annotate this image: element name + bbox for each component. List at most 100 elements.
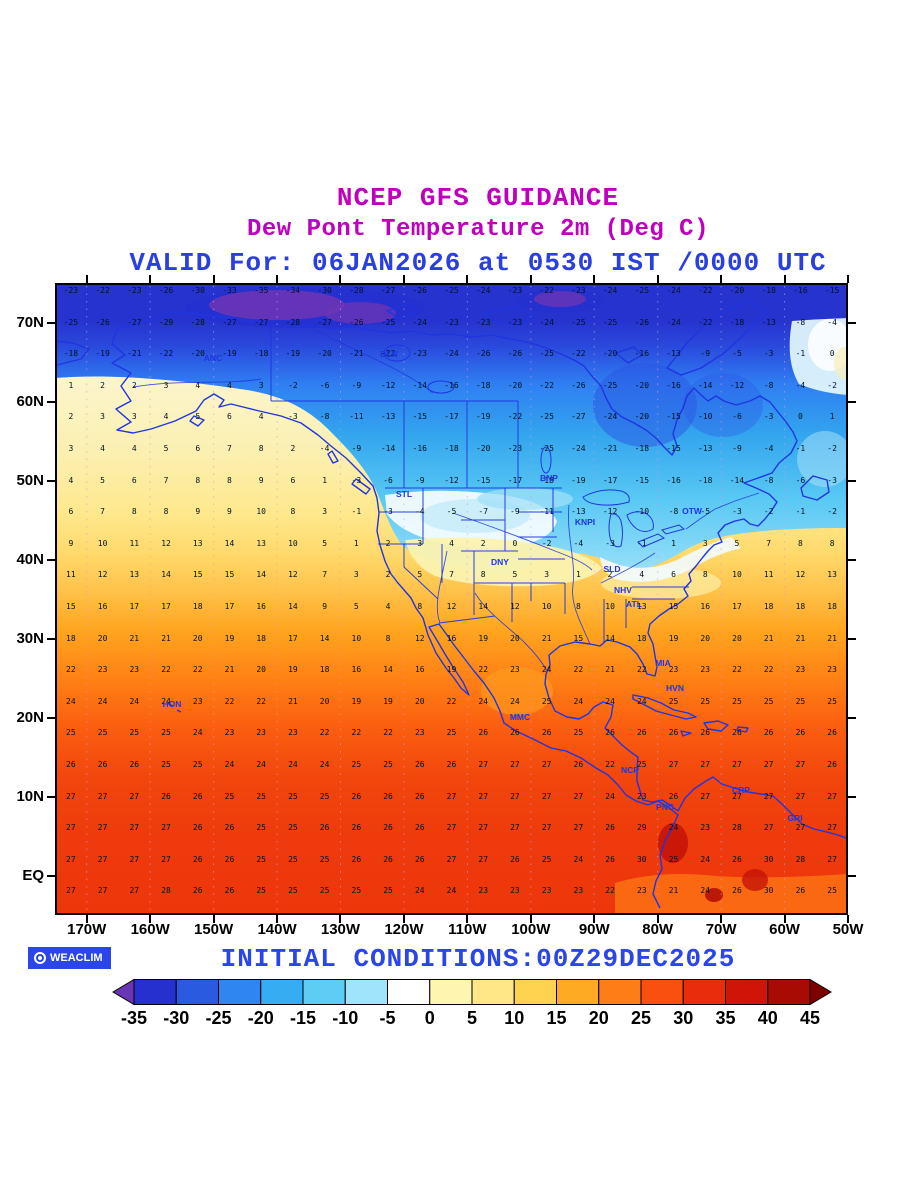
grid-value: -19 xyxy=(95,349,110,359)
grid-value: 26 xyxy=(478,728,489,738)
grid-value: 18 xyxy=(319,665,330,675)
grid-value: 10 xyxy=(351,633,362,643)
lon-tick-label: 60W xyxy=(769,921,800,938)
grid-value: 3 xyxy=(353,570,359,580)
grid-value: 24 xyxy=(668,823,679,833)
grid-value: 10 xyxy=(97,538,108,548)
grid-value: 2 xyxy=(68,412,74,422)
grid-value: -2 xyxy=(827,443,837,453)
grid-value: -22 xyxy=(698,317,713,327)
grid-value: -25 xyxy=(539,349,554,359)
station-label: DLN xyxy=(380,349,398,359)
grid-value: 17 xyxy=(224,601,235,611)
grid-value: -18 xyxy=(539,475,554,485)
hudson-cold-pocket xyxy=(593,363,697,447)
grid-value: 26 xyxy=(827,759,837,769)
grid-value: -8 xyxy=(668,507,679,517)
grid-value: -3 xyxy=(732,507,742,517)
grid-value: 19 xyxy=(668,633,679,643)
grid-value: 19 xyxy=(351,696,362,706)
grid-value: 2 xyxy=(290,443,296,453)
grid-value: -27 xyxy=(127,317,142,327)
lat-tick-label: EQ xyxy=(22,866,44,884)
lon-tick-mark-top xyxy=(529,275,532,283)
grid-value: -23 xyxy=(444,317,459,327)
grid-value: 27 xyxy=(478,791,489,801)
lon-tick-mark-bottom xyxy=(276,915,279,923)
grid-value: 25 xyxy=(763,696,774,706)
grid-value: 13 xyxy=(827,570,837,580)
grid-value: 28 xyxy=(732,823,742,833)
grid-value: -27 xyxy=(571,412,586,422)
grid-value: -14 xyxy=(380,443,396,453)
grid-value: 24 xyxy=(192,728,203,738)
grid-value: 18 xyxy=(192,601,203,611)
colorbar-tick-label: 0 xyxy=(424,1008,435,1028)
grid-value: -26 xyxy=(475,349,491,359)
grid-value: 3 xyxy=(544,570,550,580)
grid-value: 26 xyxy=(605,728,615,738)
lat-tick-mark-right xyxy=(848,716,856,719)
grid-value: 27 xyxy=(510,791,520,801)
grid-value: 25 xyxy=(383,886,393,896)
colorbar-tick-label: 10 xyxy=(504,1008,525,1028)
grid-value: 18 xyxy=(66,633,76,643)
grid-value: 25 xyxy=(288,791,298,801)
grid-value: 18 xyxy=(256,633,266,643)
grid-value: 20 xyxy=(510,633,520,643)
grid-value: 1 xyxy=(353,538,359,548)
lon-tick-mark-bottom xyxy=(720,915,723,923)
grid-value: -23 xyxy=(127,285,142,295)
grid-value: -1 xyxy=(636,538,647,548)
lon-tick-mark-bottom xyxy=(529,915,532,923)
grid-value: 21 xyxy=(795,633,806,643)
grid-value: 20 xyxy=(256,665,266,675)
grid-value: 12 xyxy=(161,538,171,548)
grid-value: -27 xyxy=(380,285,396,295)
grid-value: 24 xyxy=(700,854,711,864)
grid-value: 8 xyxy=(480,570,486,580)
coastlines xyxy=(56,300,848,909)
grid-value: 27 xyxy=(97,823,108,833)
grid-value: 3 xyxy=(322,507,328,517)
grid-value: 15 xyxy=(192,570,203,580)
grid-value: 17 xyxy=(288,633,298,643)
grid-value: 11 xyxy=(763,570,774,580)
grid-value: 27 xyxy=(129,886,140,896)
grid-value: -20 xyxy=(729,285,745,295)
map-canvas: -23 -22 -23 -26 -30 -33 -35 -34 -30 -28 -27 -26 -25-… xyxy=(55,283,848,915)
grid-value: -12 xyxy=(602,507,618,517)
grid-value: 16 xyxy=(256,601,266,611)
grid-value: 4 xyxy=(131,443,137,453)
grid-value: 1 xyxy=(575,570,581,580)
colorbar-tick-label: 40 xyxy=(757,1008,778,1028)
grid-value: 26 xyxy=(351,791,362,801)
lon-tick-mark-bottom xyxy=(402,915,405,923)
lon-tick-mark-bottom xyxy=(85,915,88,923)
grid-value: 26 xyxy=(192,791,203,801)
grid-value: -26 xyxy=(349,317,364,327)
grid-value: -7 xyxy=(478,507,489,517)
grid-value: 25 xyxy=(288,886,298,896)
grid-value: -3 xyxy=(763,349,774,359)
grid-value: 9 xyxy=(227,507,232,517)
lat-tick-mark-right xyxy=(848,321,856,324)
grid-value: 29 xyxy=(636,823,647,833)
grid-value: 26 xyxy=(383,823,393,833)
grid-value: 8 xyxy=(227,475,232,485)
colorbar-tick-label: 5 xyxy=(466,1008,478,1028)
grid-value: -20 xyxy=(317,349,332,359)
grid-value: 23 xyxy=(827,665,837,675)
grid-value: -2 xyxy=(763,507,774,517)
grid-value: 26 xyxy=(97,759,108,769)
grid-value: 27 xyxy=(129,823,140,833)
grid-value: 13 xyxy=(636,601,647,611)
grid-value: 19 xyxy=(288,665,298,675)
grid-value: -2 xyxy=(541,538,552,548)
grid-value: 26 xyxy=(795,728,806,738)
grid-value: 26 xyxy=(224,854,235,864)
grid-value: 2 xyxy=(385,570,391,580)
colorbar-tick-label: 25 xyxy=(630,1008,652,1028)
grid-value: 10 xyxy=(541,601,552,611)
grid-value: 24 xyxy=(129,696,140,706)
